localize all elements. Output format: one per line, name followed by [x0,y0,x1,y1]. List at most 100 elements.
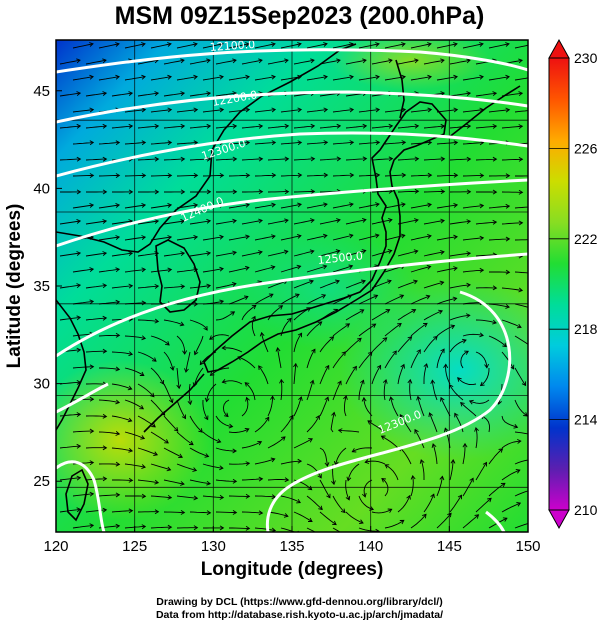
streamline [124,463,146,468]
streamline-arrowhead [128,477,134,483]
streamline-arrowhead [193,42,198,47]
streamline-arrowhead [89,364,95,370]
streamline [189,158,211,161]
streamline-arrowhead [206,189,212,195]
streamline [215,511,237,514]
streamline-arrowhead [399,519,405,525]
streamline-arrowhead [340,508,346,514]
streamline [176,431,194,445]
streamline-arrowhead [193,74,198,80]
streamline-arrowhead [428,412,433,418]
streamline-arrowhead [167,173,173,178]
credits: Drawing by DCL (https://www.gfd-dennou.o… [0,596,599,622]
streamline-arrowhead [251,304,257,310]
streamline-arrowhead [423,363,429,368]
streamline-arrowhead [76,189,82,195]
streamline-arrowhead [487,497,492,503]
streamline-arrowhead [219,173,225,178]
streamline-arrowhead [532,108,536,112]
streamline-arrowhead [76,251,82,256]
streamline [150,431,169,444]
streamline [488,335,507,347]
streamline [215,220,237,225]
streamline-arrowhead [440,58,445,64]
streamline [410,43,432,49]
streamline [277,347,282,369]
streamline-arrowhead [258,218,263,224]
streamline [124,174,146,177]
streamline-arrowhead [127,385,133,391]
streamline-arrowhead [308,517,313,522]
streamline-arrowhead [375,528,380,532]
streamline-arrowhead [164,439,169,444]
streamline-arrowhead [89,173,95,178]
streamline-arrowhead [258,58,263,64]
streamline-arrowhead [297,140,303,146]
coastline-ryukyu [143,373,205,433]
streamline [306,463,322,479]
streamline [440,397,451,417]
streamline-arrowhead [450,324,456,330]
streamline-arrowhead [492,123,498,129]
streamline-arrowhead [204,415,209,421]
streamline-arrowhead [505,269,511,275]
streamline [85,92,107,97]
streamline-arrowhead [381,477,386,483]
streamline [423,251,445,257]
streamline [332,174,354,177]
streamline [267,250,288,257]
streamline [254,458,275,465]
streamline-arrowhead [479,267,485,273]
streamline-arrowhead [505,173,511,179]
streamline-arrowhead [167,267,173,273]
streamline [150,142,172,145]
streamline-arrowhead [279,378,285,384]
streamline-arrowhead [518,91,524,97]
streamline-arrowhead [359,309,365,314]
streamline [457,377,477,386]
streamline [267,396,274,417]
streamline-arrowhead [466,251,472,256]
streamline-arrowhead [411,308,417,314]
y-tick-label: 25 [33,473,50,490]
streamline [462,205,484,209]
streamline-arrowhead [193,107,199,113]
streamline [436,142,458,145]
streamline-arrowhead [76,123,82,129]
streamline-arrowhead [102,219,108,224]
streamline-arrowhead [440,348,445,354]
streamline-arrowhead [400,363,405,369]
streamline [124,236,146,241]
streamline [85,158,107,161]
streamline [98,142,120,145]
streamline [436,348,445,369]
streamline-arrowhead [414,218,419,223]
streamline [371,280,392,289]
streamline-arrowhead [141,42,146,47]
streamline [163,252,185,257]
streamline [209,334,230,340]
streamline-arrowhead [180,58,185,64]
streamline-arrowhead [284,189,290,195]
streamline-arrowhead [453,107,459,113]
streamline [261,332,269,353]
streamline-arrowhead [193,525,199,531]
streamline [306,527,316,532]
streamline [189,220,211,225]
streamline-arrowhead [345,323,351,328]
streamline [319,125,341,129]
streamline [85,509,107,513]
streamline [423,125,445,129]
streamline-arrowhead [219,494,225,500]
streamline-arrowhead [141,524,147,530]
streamline-arrowhead [232,189,238,195]
streamline-arrowhead [206,510,212,516]
streamline [137,415,156,428]
streamline [371,250,392,257]
streamline [267,305,283,321]
streamline [98,236,120,241]
streamline-arrowhead [322,264,328,270]
streamline-arrowhead [361,217,367,223]
streamline [137,125,159,129]
streamline-arrowhead [232,478,238,484]
